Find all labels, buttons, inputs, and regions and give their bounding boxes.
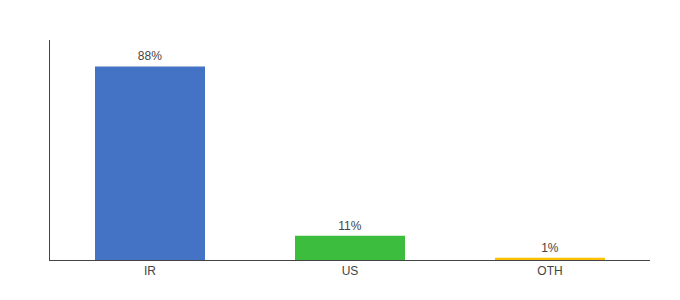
svg-text:88%: 88% bbox=[138, 49, 162, 63]
svg-text:US: US bbox=[342, 264, 359, 278]
svg-text:IR: IR bbox=[144, 264, 156, 278]
svg-text:11%: 11% bbox=[338, 219, 361, 233]
svg-text:1%: 1% bbox=[541, 241, 559, 255]
svg-text:OTH: OTH bbox=[537, 264, 562, 278]
